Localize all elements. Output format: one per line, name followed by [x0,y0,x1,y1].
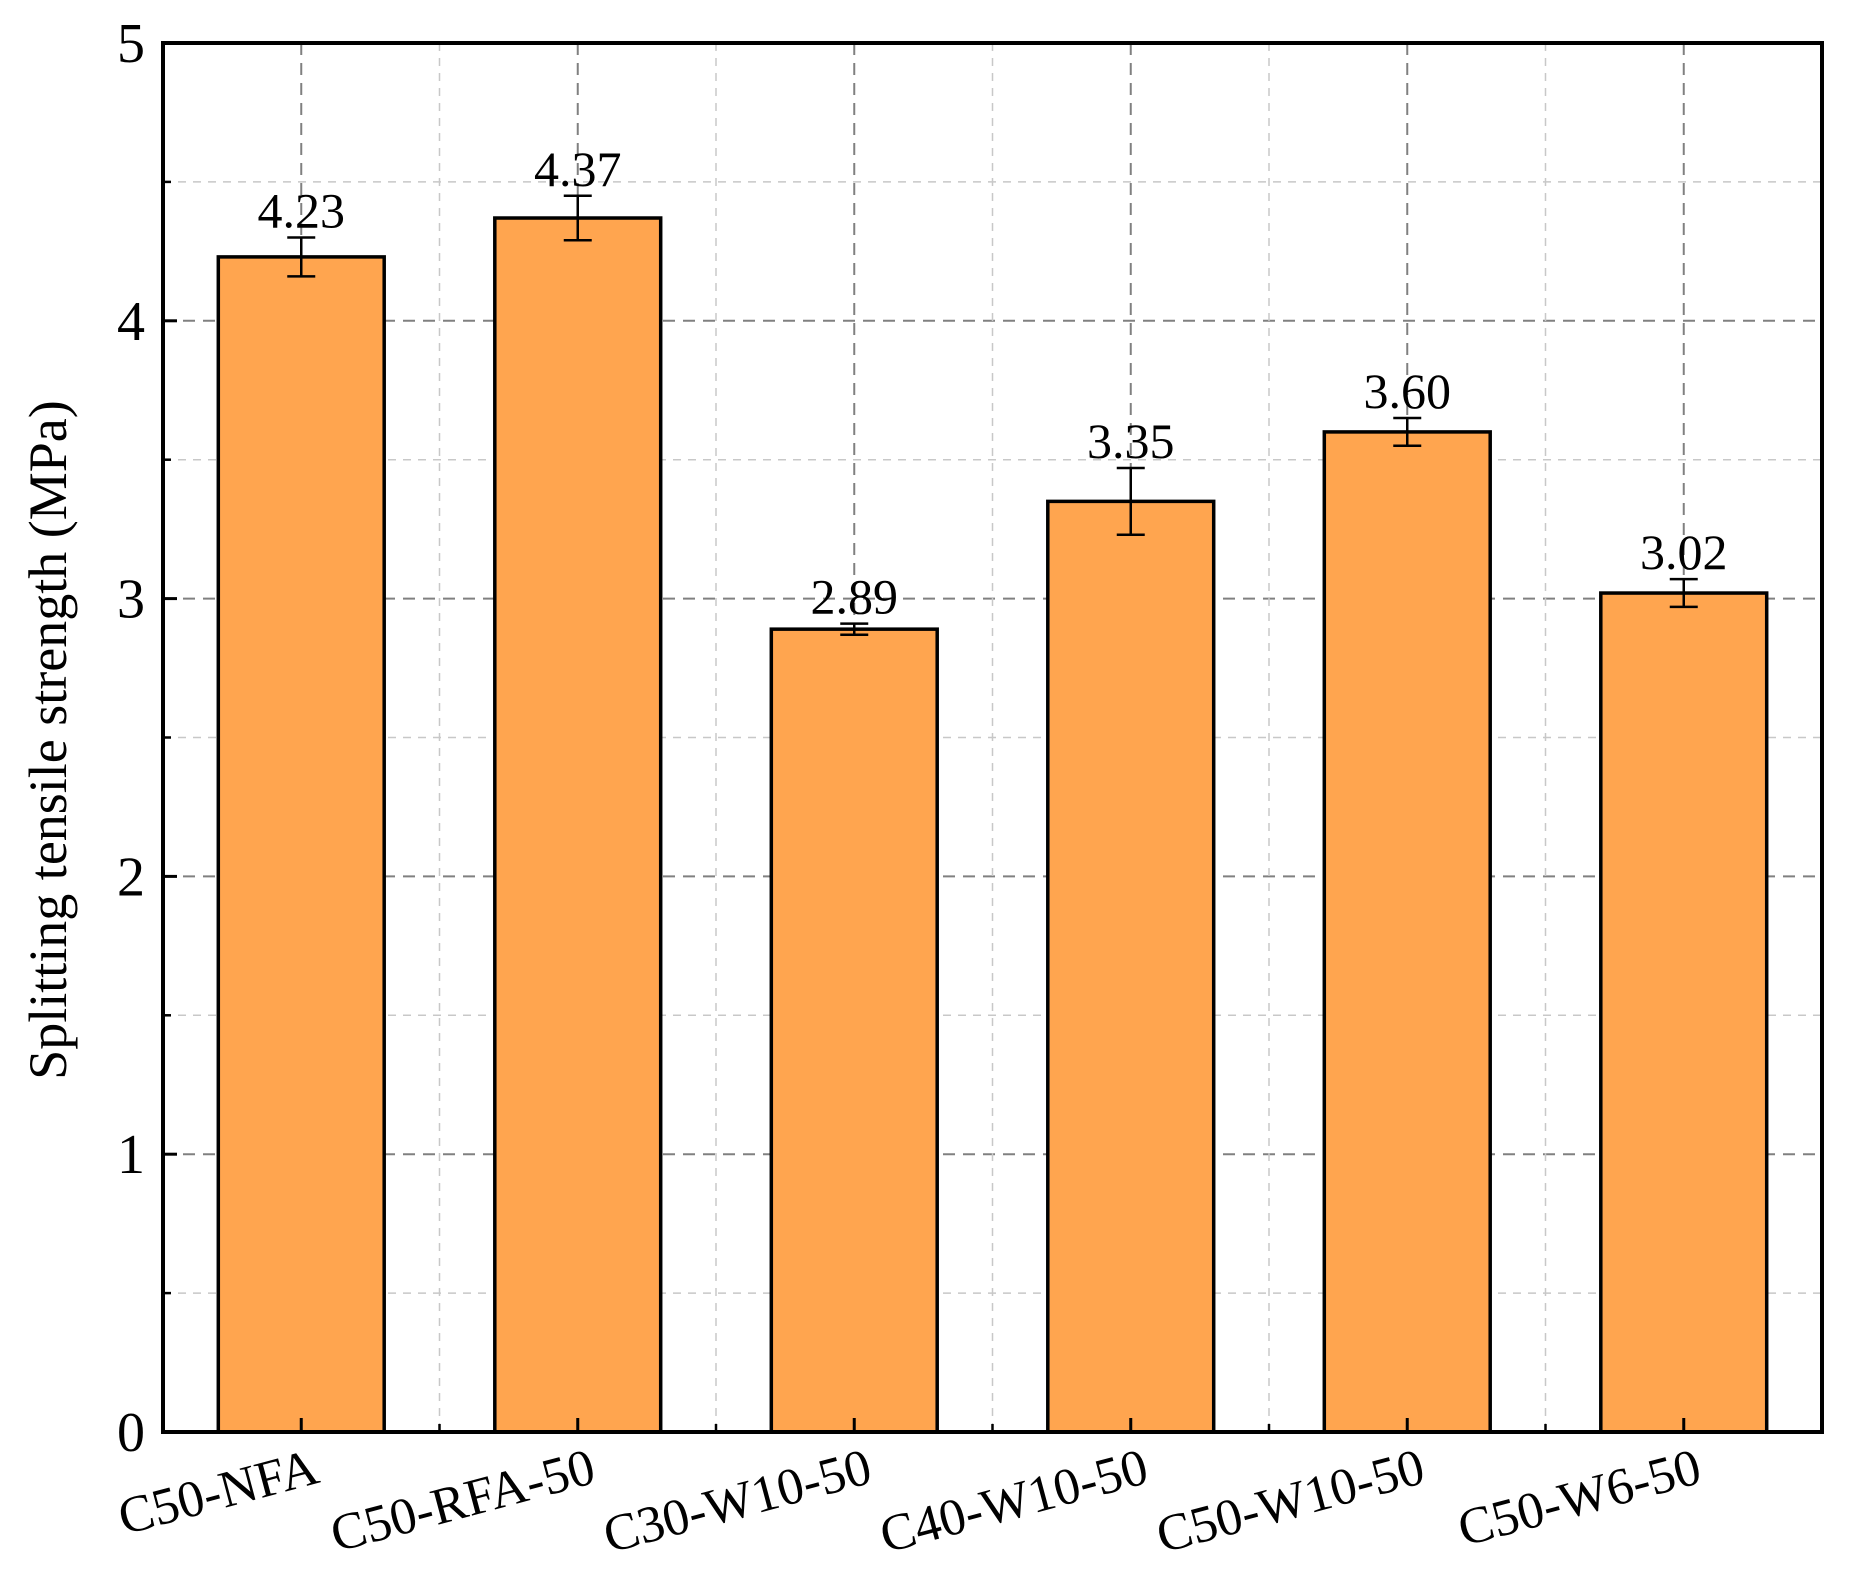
y-tick-label: 4 [117,291,145,353]
x-category-label: C50-W6-50 [1452,1439,1707,1558]
y-tick-label: 1 [117,1124,145,1186]
y-tick-label: 0 [117,1402,145,1464]
data-label: 4.23 [258,182,346,238]
y-tick-label: 3 [117,569,145,631]
data-label: 2.89 [811,569,899,625]
bar [1599,591,1769,1434]
bar [493,216,663,1434]
axis-layer [161,41,1824,1434]
data-label: 3.60 [1364,363,1452,419]
y-axis-title: Splitting tensile strength (MPa) [18,400,78,1079]
y-tick-label: 5 [117,13,145,75]
y-tick-label: 2 [117,846,145,908]
bar [216,255,386,1434]
data-label: 3.35 [1087,413,1175,469]
x-category-label: C50-RFA-50 [325,1439,601,1564]
bar [1046,499,1216,1434]
data-label: 4.37 [534,141,622,197]
x-category-label: C40-W10-50 [874,1439,1154,1565]
bar-layer [216,194,1769,1434]
bar [1322,430,1492,1434]
bar [769,627,939,1434]
x-category-label: C30-W10-50 [598,1439,878,1565]
data-label: 3.02 [1640,524,1728,580]
x-category-label: C50-W10-50 [1151,1439,1431,1565]
grid-layer [163,43,1822,1432]
